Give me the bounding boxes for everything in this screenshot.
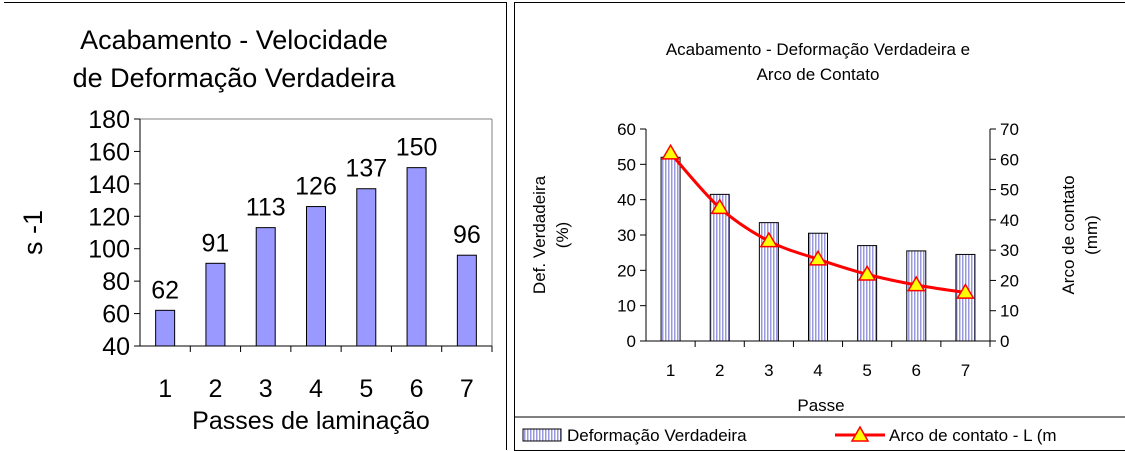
x-axis-label: Passe: [797, 396, 844, 415]
y-tick-label: 160: [88, 138, 130, 166]
bar: [808, 232, 828, 342]
bar: [709, 193, 730, 342]
y-right-tick-label: 20: [1000, 271, 1019, 290]
line-marker: [808, 249, 828, 266]
y-left-tick-label: 20: [617, 261, 636, 280]
x-tick-label: 1: [158, 375, 172, 403]
bar: [857, 245, 878, 342]
bar: [660, 156, 681, 342]
y-left-tick-label: 0: [627, 332, 636, 351]
chart-velocidade: Acabamento - Velocidade de Deformação Ver…: [18, 25, 493, 435]
y-right-tick-label: 40: [1000, 211, 1019, 230]
line-marker: [759, 231, 779, 248]
x-tick-label: 1: [666, 361, 675, 380]
y-right-tick-label: 0: [1000, 332, 1009, 351]
bar: [205, 262, 226, 347]
y-tick-label: 140: [88, 171, 130, 199]
bar: [406, 167, 427, 347]
x-tick-label: 2: [208, 375, 222, 403]
bar: [758, 222, 779, 342]
bar-data-label: 113: [246, 194, 286, 222]
bar-data-label: 126: [295, 173, 337, 201]
chart-title-line: Acabamento - Velocidade: [80, 25, 388, 55]
x-tick-label: 3: [259, 375, 273, 403]
legend-swatch-marker: [850, 425, 870, 442]
chart-title-line: Arco de Contato: [757, 65, 880, 84]
y-right-axis-label: (mm): [1082, 215, 1101, 255]
x-tick-label: 3: [764, 361, 773, 380]
bar: [456, 254, 477, 347]
y-right-tick-label: 70: [1000, 120, 1019, 139]
line-marker: [956, 283, 975, 299]
bar: [255, 227, 276, 347]
x-tick-label: 4: [813, 361, 822, 380]
bar: [906, 250, 927, 342]
y-tick-label: 80: [102, 268, 130, 296]
x-tick-label: 2: [715, 361, 724, 380]
legend-swatch-bar: [522, 428, 562, 442]
chart-title-line: de Deformação Verdadeira: [73, 63, 397, 93]
y-right-tick-label: 30: [1000, 241, 1019, 260]
line-marker: [857, 264, 877, 281]
line-marker: [906, 275, 926, 292]
y-tick-label: 40: [102, 333, 130, 361]
y-left-axis-label: (%): [553, 222, 572, 248]
line-marker: [661, 143, 680, 160]
x-tick-label: 4: [309, 375, 323, 403]
legend-label-line: Arco de contato - L (m: [889, 426, 1057, 445]
bar: [356, 188, 377, 347]
y-right-tick-label: 50: [1000, 181, 1019, 200]
chart-deformacao-arco-panel: Acabamento - Deformação Verdadeira e Arco…: [514, 2, 1125, 451]
y-right-tick-label: 60: [1000, 150, 1019, 169]
y-tick-label: 100: [88, 236, 130, 264]
x-tick-label: 7: [961, 361, 970, 380]
y-tick-label: 120: [88, 203, 130, 231]
y-left-tick-label: 50: [617, 155, 636, 174]
chart-velocidade-panel: Acabamento - Velocidade de Deformação Ver…: [4, 2, 507, 450]
bar-data-label: 150: [396, 134, 438, 162]
x-tick-label: 6: [410, 375, 424, 403]
bar-data-label: 96: [453, 221, 481, 249]
chart-deformacao-arco: Acabamento - Deformação Verdadeira e Arco…: [515, 40, 1125, 445]
bar: [306, 206, 326, 347]
y-axis-label: s -1: [18, 210, 48, 255]
y-tick-label: 60: [102, 301, 130, 329]
bar: [155, 309, 176, 347]
y-left-tick-label: 40: [617, 191, 636, 210]
x-tick-label: 5: [862, 361, 871, 380]
x-tick-label: 7: [460, 375, 474, 403]
x-tick-label: 5: [359, 375, 373, 403]
bar-data-label: 137: [345, 155, 387, 183]
bar-data-label: 62: [151, 276, 179, 304]
line-marker: [710, 198, 730, 215]
y-tick-label: 180: [88, 106, 130, 134]
x-tick-label: 6: [912, 361, 921, 380]
y-right-axis-label: Arco de contato: [1059, 175, 1078, 294]
y-left-axis-label: Def. Verdadeira: [530, 175, 549, 294]
y-left-tick-label: 10: [617, 297, 636, 316]
legend-label-bar: Deformação Verdadeira: [567, 426, 747, 445]
chart-title-line: Acabamento - Deformação Verdadeira e: [666, 40, 970, 59]
y-left-tick-label: 30: [617, 226, 636, 245]
y-right-tick-label: 10: [1000, 302, 1019, 321]
y-left-tick-label: 60: [617, 120, 636, 139]
x-axis-label: Passes de laminação: [192, 407, 430, 435]
bar-data-label: 91: [202, 229, 230, 257]
